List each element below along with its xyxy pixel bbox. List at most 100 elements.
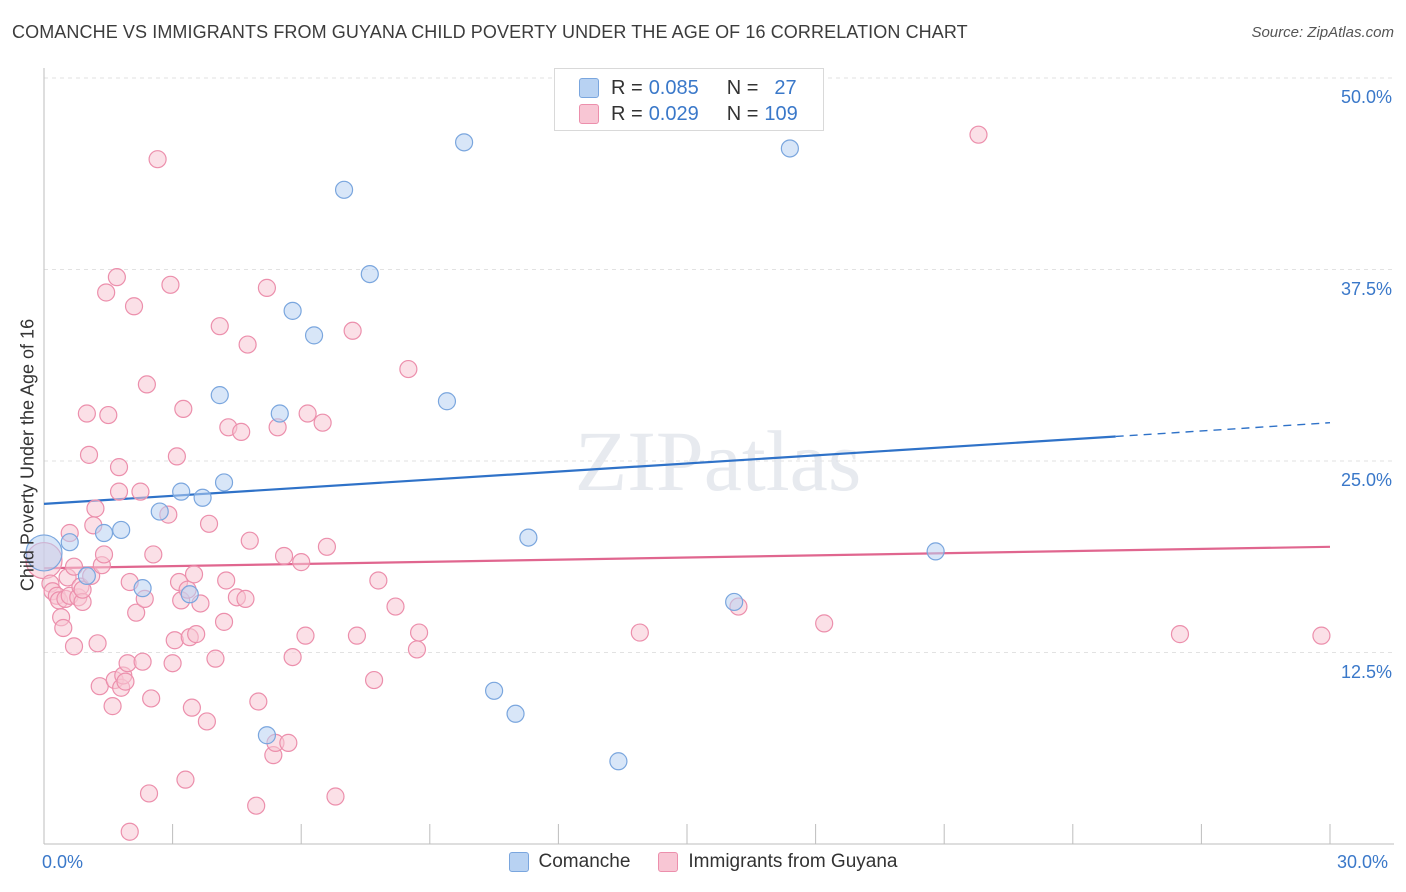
guyana-point <box>236 589 255 608</box>
x-tick-label-min: 0.0% <box>42 852 84 872</box>
guyana-point <box>386 597 405 616</box>
trend-line-guyana <box>43 545 1331 570</box>
guyana-point <box>369 571 388 590</box>
guyana-point <box>99 405 118 425</box>
guyana-swatch <box>579 104 599 124</box>
guyana-point <box>120 822 139 841</box>
guyana-point <box>298 404 317 423</box>
comanche-point <box>304 326 324 345</box>
trend-lines <box>43 422 1331 570</box>
guyana-point <box>174 399 193 419</box>
guyana-point <box>54 618 73 638</box>
guyana-point <box>165 631 184 650</box>
comanche-point <box>112 520 131 540</box>
legend-row-guyana: R = 0.029 N = 109 <box>579 102 798 126</box>
comanche-point <box>360 264 379 284</box>
n-value: 109 <box>764 102 798 125</box>
legend-item-guyana[interactable]: Immigrants from Guyana <box>658 851 897 873</box>
comanche-point <box>454 133 474 152</box>
comanche-point <box>780 139 799 158</box>
comanche-point <box>77 566 96 586</box>
scatter-points <box>25 125 1331 841</box>
comanche-point <box>506 704 525 723</box>
guyana-point <box>118 654 137 673</box>
guyana-point <box>240 531 259 550</box>
legend-row-comanche: R = 0.085 N = 27 <box>579 76 797 100</box>
guyana-point <box>206 649 225 668</box>
guyana-point <box>292 553 311 572</box>
y-tick-label: 50.0% <box>1340 87 1392 107</box>
comanche-point <box>133 579 152 598</box>
comanche-point <box>485 681 504 700</box>
comanche-point <box>334 180 354 199</box>
guyana-point <box>347 626 367 645</box>
guyana-point <box>142 689 161 708</box>
guyana-point <box>184 565 204 584</box>
comanche-point <box>519 528 538 547</box>
comanche-point <box>150 502 169 521</box>
guyana-point <box>131 482 150 501</box>
guyana-point <box>137 375 156 394</box>
source-label: Source: ZipAtlas.com <box>1251 24 1394 41</box>
guyana-point <box>1170 625 1190 644</box>
comanche-swatch <box>579 78 599 98</box>
guyana-point <box>127 603 146 622</box>
guyana-point <box>86 499 105 518</box>
x-tick-label-max: 30.0% <box>1337 852 1389 872</box>
comanche-point <box>725 592 744 612</box>
guyana-point <box>148 150 167 169</box>
guyana-point <box>163 654 182 673</box>
guyana-point <box>296 626 315 645</box>
guyana-point <box>79 445 99 464</box>
gridlines <box>44 77 1394 653</box>
comanche-point <box>210 386 229 405</box>
guyana-point <box>969 125 988 144</box>
r-value: 0.029 <box>648 102 699 125</box>
comanche-point <box>283 301 302 320</box>
n-label: N = <box>726 76 759 99</box>
comanche-point <box>257 726 277 745</box>
guyana-point <box>1312 626 1331 645</box>
comanche-point <box>25 534 63 572</box>
guyana-point <box>107 268 126 287</box>
guyana-point <box>317 537 337 556</box>
comanche-point <box>437 392 457 411</box>
series-legend: Comanche Immigrants from Guyana <box>0 851 1406 873</box>
comanche-swatch <box>508 852 529 872</box>
comanche-point <box>180 585 199 604</box>
comanche-point <box>270 404 289 423</box>
guyana-point <box>77 404 96 423</box>
guyana-point <box>139 784 159 803</box>
guyana-point <box>210 317 229 336</box>
guyana-swatch <box>658 852 679 872</box>
comanche-point <box>94 523 114 543</box>
guyana-point <box>313 413 332 432</box>
guyana-point <box>176 770 195 789</box>
guyana-point <box>409 623 429 642</box>
guyana-point <box>94 545 114 564</box>
y-axis-label: Child Poverty Under the Age of 16 <box>17 318 38 592</box>
guyana-point <box>247 796 266 815</box>
guyana-point <box>167 447 186 466</box>
guyana-point <box>407 640 427 659</box>
guyana-point <box>124 297 144 316</box>
guyana-point <box>109 458 129 477</box>
n-value: 27 <box>774 76 797 99</box>
guyana-point <box>217 571 236 590</box>
guyana-point <box>88 634 107 653</box>
comanche-point <box>926 542 945 561</box>
comanche-point <box>60 533 79 552</box>
guyana-point <box>343 321 362 340</box>
trend-line-comanche-extension <box>1115 422 1331 438</box>
guyana-point <box>279 733 298 752</box>
guyana-point <box>214 612 234 631</box>
trend-line-comanche <box>43 435 1116 505</box>
guyana-point <box>326 787 345 806</box>
guyana-point <box>187 625 206 644</box>
legend-item-comanche[interactable]: Comanche <box>508 851 630 873</box>
y-tick-label: 12.5% <box>1340 661 1392 682</box>
guyana-point <box>109 482 129 501</box>
legend-label: Immigrants from Guyana <box>688 851 898 872</box>
guyana-point <box>630 623 649 642</box>
